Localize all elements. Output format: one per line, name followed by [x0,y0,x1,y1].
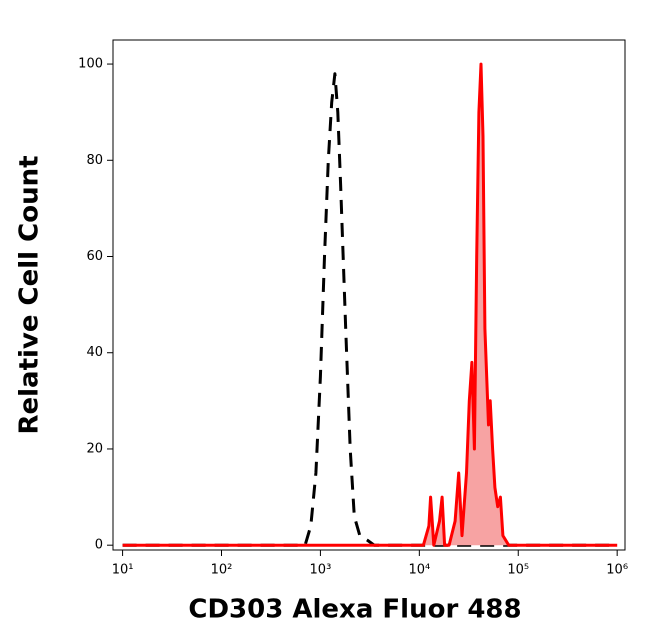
plot-frame [112,39,626,551]
y-tick-label: 60 [86,249,103,264]
x-tick-label: 10³ [310,563,332,578]
y-tick-label: 100 [78,57,103,72]
series-line [122,62,618,547]
x-axis-title: CD303 Alexa Fluor 488 [188,595,521,625]
x-tick-label: 10⁵ [507,563,529,578]
y-tick-label: 40 [86,345,103,360]
y-tick-label: 80 [86,153,103,168]
y-tick-label: 0 [95,538,103,553]
series-line [122,72,618,547]
x-tick-label: 10⁴ [408,563,430,578]
y-axis-title: Relative Cell Count [15,155,45,434]
series-area [122,64,618,546]
x-tick-label: 10⁶ [606,563,628,578]
x-tick-label: 10² [211,563,233,578]
y-tick-label: 20 [86,441,103,456]
x-tick-label: 10¹ [112,563,134,578]
